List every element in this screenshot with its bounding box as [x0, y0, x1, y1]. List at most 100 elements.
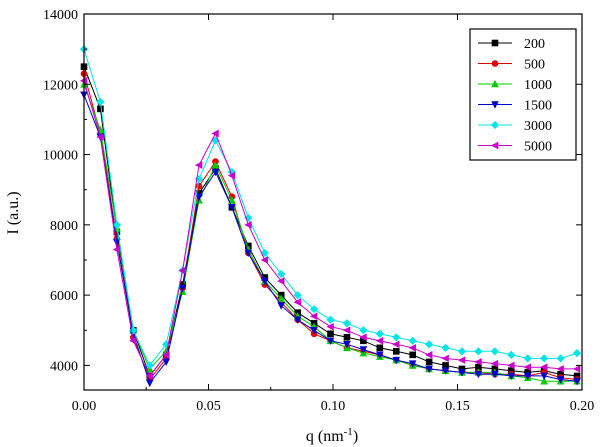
data-point-1500-19 — [392, 356, 401, 365]
data-point-3000-19 — [392, 333, 401, 342]
data-point-3000-29 — [556, 354, 565, 363]
legend-label: 500 — [524, 58, 545, 73]
x-tick-label: 0.10 — [321, 399, 346, 414]
data-point-3000-20 — [408, 336, 417, 345]
data-point-1500-7 — [195, 193, 203, 201]
data-point-3000-1 — [96, 97, 105, 106]
legend-entry-1000: 1000 — [478, 78, 552, 93]
data-point-500-7 — [195, 182, 203, 190]
legend-entry-500: 500 — [478, 58, 545, 73]
data-point-200-19 — [392, 348, 400, 355]
data-point-200-21 — [425, 358, 433, 366]
data-point-200-26 — [507, 367, 515, 374]
data-point-1500-21 — [425, 365, 433, 374]
data-point-1500-23 — [458, 369, 466, 377]
data-point-3000-28 — [540, 354, 549, 363]
legend-label: 5000 — [524, 140, 552, 155]
data-point-3000-30 — [572, 349, 582, 358]
data-point-1500-22 — [441, 367, 450, 375]
data-point-5000-10 — [244, 221, 252, 229]
data-point-1500-6 — [178, 284, 187, 293]
data-point-1500-17 — [359, 346, 368, 354]
x-tick-label: 0.20 — [570, 399, 595, 414]
data-point-5000-18 — [375, 337, 384, 345]
legend-marker — [491, 39, 499, 47]
legend-label: 1000 — [524, 78, 552, 93]
legend: 200 500 1000 1500 3000 5000 — [469, 28, 577, 161]
data-point-200-6 — [179, 281, 186, 288]
data-point-1500-2 — [113, 239, 121, 247]
legend-marker — [490, 120, 500, 130]
data-point-1500-27 — [523, 372, 532, 381]
data-point-200-1 — [97, 105, 104, 113]
data-point-5000-27 — [523, 363, 532, 371]
legend-label: 3000 — [524, 119, 552, 134]
data-point-1500-16 — [343, 341, 351, 349]
data-point-200-17 — [360, 337, 367, 345]
data-point-1000-28 — [540, 377, 548, 385]
data-point-5000-5 — [162, 351, 170, 359]
data-point-1500-24 — [474, 370, 483, 379]
legend-entry-200: 200 — [478, 37, 545, 52]
data-point-1500-14 — [310, 326, 318, 335]
data-point-5000-29 — [556, 365, 564, 373]
legend-entry-1500: 1500 — [478, 99, 552, 114]
legend-marker — [491, 101, 499, 109]
data-point-3000-24 — [474, 347, 483, 356]
data-point-1500-25 — [491, 370, 499, 379]
data-point-3000-17 — [359, 326, 368, 335]
data-point-3000-3 — [129, 326, 138, 335]
data-point-1500-13 — [293, 316, 302, 324]
data-point-200-18 — [376, 344, 384, 352]
data-point-1000-9 — [228, 196, 236, 204]
data-point-5000-9 — [227, 171, 236, 180]
data-point-3000-21 — [425, 340, 434, 349]
data-point-3000-18 — [375, 329, 384, 338]
data-point-5000-24 — [474, 358, 482, 366]
data-point-1500-5 — [162, 358, 170, 366]
data-point-5000-8 — [211, 129, 219, 138]
data-point-5000-25 — [490, 359, 499, 368]
data-point-5000-16 — [342, 326, 351, 335]
data-point-1500-12 — [277, 302, 286, 310]
legend-entry-3000: 3000 — [478, 119, 552, 134]
data-point-5000-2 — [112, 245, 121, 254]
data-point-200-20 — [409, 351, 416, 359]
data-point-1000-8 — [211, 161, 220, 169]
data-point-3000-14 — [309, 305, 319, 314]
data-point-5000-20 — [408, 344, 416, 352]
legend-box — [469, 28, 577, 161]
legend-marker — [490, 141, 499, 150]
data-point-3000-16 — [342, 319, 352, 328]
data-point-1500-10 — [244, 249, 253, 258]
series-1500 — [80, 91, 581, 388]
legend-label: 200 — [524, 37, 545, 52]
data-point-1500-15 — [326, 337, 335, 345]
data-point-200-16 — [343, 333, 351, 341]
data-point-5000-1 — [96, 133, 104, 141]
data-point-200-24 — [475, 363, 482, 371]
data-point-1500-28 — [540, 372, 548, 381]
data-point-1500-8 — [211, 168, 220, 177]
x-tick-label: 0.05 — [196, 399, 221, 414]
y-tick-label: 12000 — [43, 78, 78, 93]
data-point-1500-9 — [228, 203, 236, 212]
y-tick-label: 8000 — [50, 219, 78, 234]
data-point-5000-17 — [359, 333, 367, 342]
y-tick-label: 14000 — [43, 8, 78, 23]
plot-area — [79, 45, 582, 388]
data-point-5000-22 — [441, 354, 449, 363]
data-point-1500-26 — [507, 372, 516, 381]
data-point-3000-12 — [277, 269, 286, 279]
data-point-3000-25 — [490, 347, 499, 356]
legend-marker — [491, 79, 499, 88]
data-point-5000-13 — [293, 298, 301, 306]
data-point-3000-15 — [326, 315, 335, 324]
data-point-200-2 — [113, 228, 121, 236]
data-point-200-29 — [557, 370, 564, 378]
data-point-3000-2 — [112, 220, 121, 229]
data-point-5000-30 — [572, 365, 581, 373]
y-tick-label: 4000 — [50, 359, 78, 374]
data-point-200-7 — [195, 189, 203, 197]
